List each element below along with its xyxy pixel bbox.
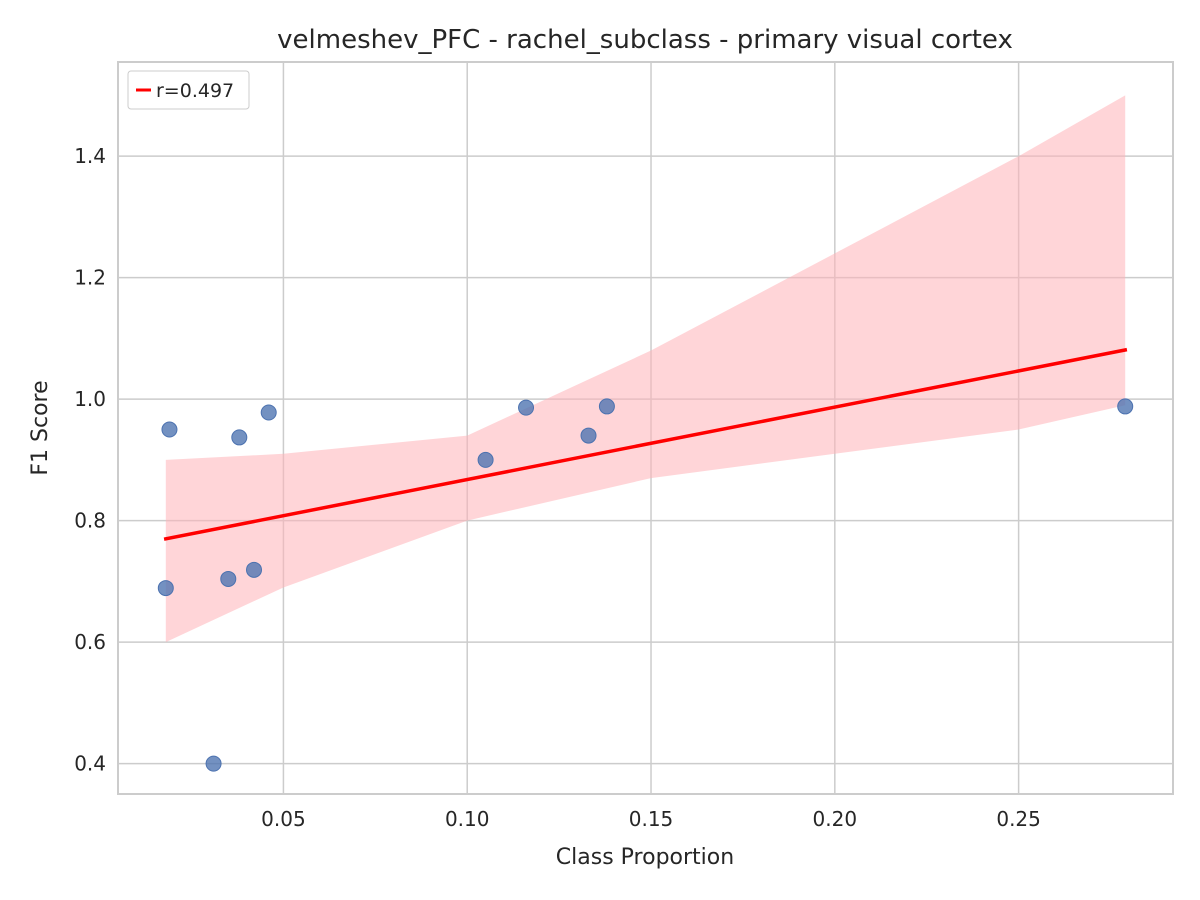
x-axis-ticks: 0.05 0.10 0.15 0.20 0.25	[261, 807, 1041, 831]
data-point	[260, 404, 277, 421]
y-axis-label: F1 Score	[28, 380, 53, 475]
x-tick-label: 0.05	[261, 807, 306, 831]
legend-box	[127, 70, 250, 110]
x-tick-label: 0.10	[445, 807, 490, 831]
axes-frame	[117, 61, 1174, 795]
chart-title: velmeshev_PFC - rachel_subclass - primar…	[277, 25, 1013, 55]
data-point	[477, 451, 494, 468]
y-tick-label: 0.6	[74, 630, 106, 654]
regression-line-stroke	[163, 347, 1128, 541]
plot-frame	[117, 61, 1174, 795]
x-axis-label: Class Proportion	[556, 845, 734, 870]
x-tick-label: 0.15	[629, 807, 674, 831]
y-tick-label: 0.4	[74, 752, 106, 776]
data-point	[598, 398, 615, 415]
legend: r=0.497	[127, 70, 250, 110]
x-tick-label: 0.25	[996, 807, 1041, 831]
data-point	[231, 429, 248, 446]
y-tick-label: 1.2	[74, 266, 106, 290]
y-axis-ticks: 0.4 0.6 0.8 1.0 1.2 1.4	[74, 144, 106, 775]
legend-label: r=0.497	[156, 80, 234, 102]
regression-line	[163, 347, 1128, 541]
data-point	[161, 421, 178, 438]
data-point	[157, 580, 174, 597]
y-tick-label: 1.0	[74, 387, 106, 411]
confidence-band	[165, 95, 1126, 643]
confidence-band-area	[165, 95, 1126, 643]
data-point	[246, 561, 263, 578]
data-point	[205, 755, 222, 772]
y-tick-label: 0.8	[74, 509, 106, 533]
data-points	[157, 398, 1134, 772]
y-tick-label: 1.4	[74, 144, 106, 168]
data-point	[1117, 398, 1134, 415]
data-point	[580, 427, 597, 444]
data-point	[220, 570, 237, 587]
data-point	[518, 399, 535, 416]
x-tick-label: 0.20	[813, 807, 858, 831]
